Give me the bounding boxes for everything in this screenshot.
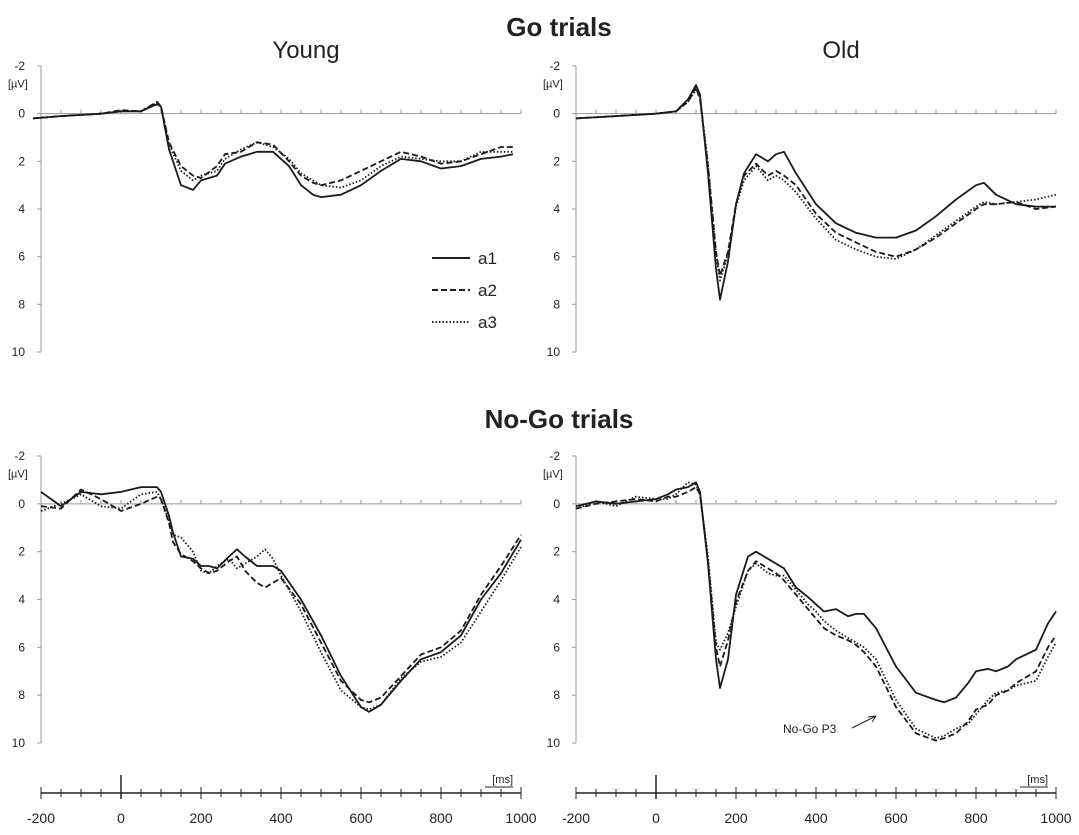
y-tick-label: 2 [553,154,560,168]
time-tick-label: 1000 [505,810,536,826]
y-tick-label: 0 [18,497,25,511]
series-line-a3 [32,102,513,189]
time-unit-label: [ms] [492,774,513,786]
time-tick-label: 400 [269,810,293,826]
panel-nogo-old: [µV] -2 0 2 4 6 8 10 [543,449,1057,750]
series-line-a1 [575,84,1056,301]
series-line-a2 [575,486,1057,742]
time-tick-label: 200 [724,810,748,826]
y-tick-label: 4 [18,202,25,216]
time-tick-label: 1000 [1040,810,1071,826]
old-title: Old [822,37,859,64]
series-line-a1 [40,486,522,713]
time-tick-label: 600 [884,810,908,826]
nogo-p3-annotation: No-Go P3 [783,715,877,736]
series-line-a3 [40,490,522,711]
time-axis-left: -200 0 200 400 600 800 1000 [ms] [27,774,537,826]
nogo-trials-title: No-Go trials [485,404,634,434]
legend-label-a3: a3 [478,313,497,332]
y-tick-label: 2 [553,545,560,559]
panel-nogo-young: [µV] -2 0 2 4 6 8 10 [8,449,522,750]
y-tick-label: 4 [553,202,560,216]
young-title: Young [272,37,339,64]
time-axis-right: -200 0 200 400 600 800 1000 [ms] [562,774,1072,826]
y-tick-label: 10 [12,736,26,750]
nogo-p3-label: No-Go P3 [783,722,837,736]
y-unit-label: [µV] [543,469,563,481]
time-unit-label: [ms] [1027,774,1048,786]
y-unit-label: [µV] [8,469,28,481]
y-tick-label: 8 [553,688,560,702]
y-tick-label: 0 [553,107,560,121]
series-line-a3 [575,481,1057,740]
time-tick-label: 0 [652,810,660,826]
y-tick-label: 6 [553,250,560,264]
y-tick-label: 4 [18,593,25,607]
time-tick-label: 200 [189,810,213,826]
y-tick-label: 2 [18,545,25,559]
time-tick-label: 800 [964,810,988,826]
y-tick-label: 6 [18,250,25,264]
y-tick-label: -2 [549,449,560,463]
series-line-a2 [40,488,522,704]
panel-go-young: [µV] -2 0 2 4 6 8 10 [8,59,522,359]
nogo-p3-arrow-head [867,715,877,723]
series-line-a2 [32,100,513,187]
y-unit-label: [µV] [543,78,563,90]
time-tick-label: 600 [349,810,373,826]
panel-go-old: [µV] -2 0 2 4 6 8 10 [543,59,1057,359]
go-trials-title: Go trials [506,12,611,42]
series-line-a2 [575,86,1057,277]
y-tick-label: 6 [18,640,25,654]
legend: a1 a2 a3 [432,249,497,332]
legend-label-a1: a1 [478,249,497,268]
y-tick-label: 8 [18,297,25,311]
y-tick-label: 0 [18,107,25,121]
y-tick-label: 10 [547,345,561,359]
y-tick-label: -2 [14,59,25,73]
y-tick-label: -2 [549,59,560,73]
y-tick-label: 4 [553,593,560,607]
nogo-p3-arrow-shaft [851,715,877,729]
series-line-a1 [575,481,1057,704]
y-tick-label: 2 [18,154,25,168]
y-tick-label: 8 [18,688,25,702]
time-tick-label: -200 [562,810,590,826]
y-tick-label: 10 [547,736,561,750]
time-tick-label: 400 [804,810,828,826]
y-tick-label: 0 [553,497,560,511]
y-tick-label: 8 [553,297,560,311]
y-unit-label: [µV] [8,78,28,90]
time-tick-label: 800 [429,810,453,826]
y-tick-label: -2 [14,449,25,463]
time-tick-label: 0 [117,810,125,826]
series-line-a1 [32,103,514,199]
series-line-a3 [575,88,1057,282]
y-tick-label: 10 [12,345,26,359]
time-tick-label: -200 [27,810,55,826]
y-tick-label: 6 [553,640,560,654]
legend-label-a2: a2 [478,281,497,300]
